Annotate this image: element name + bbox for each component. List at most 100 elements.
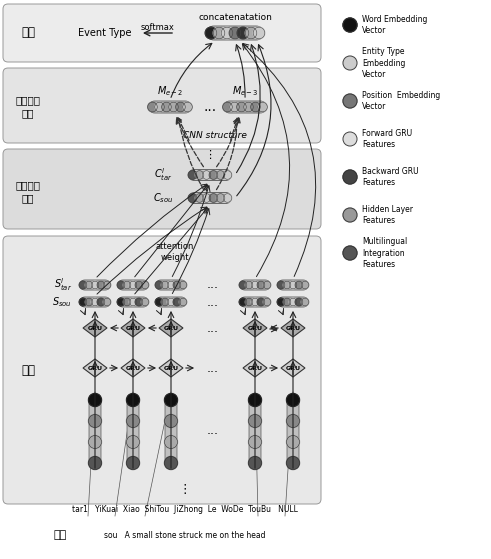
FancyBboxPatch shape xyxy=(156,280,186,290)
Circle shape xyxy=(248,415,262,428)
Text: 预测: 预测 xyxy=(21,363,35,377)
FancyBboxPatch shape xyxy=(287,394,299,469)
Text: 输入: 输入 xyxy=(54,530,67,540)
FancyBboxPatch shape xyxy=(80,297,110,307)
Circle shape xyxy=(88,457,102,470)
Circle shape xyxy=(283,281,291,289)
Circle shape xyxy=(164,457,178,470)
FancyBboxPatch shape xyxy=(118,280,148,290)
Circle shape xyxy=(164,415,178,428)
Text: Entity Type
Embedding
Vector: Entity Type Embedding Vector xyxy=(362,48,406,79)
Circle shape xyxy=(239,281,247,289)
FancyBboxPatch shape xyxy=(240,297,270,307)
FancyBboxPatch shape xyxy=(80,280,110,290)
Text: concatenatation: concatenatation xyxy=(198,13,272,22)
Circle shape xyxy=(173,298,181,306)
Circle shape xyxy=(127,457,139,470)
Circle shape xyxy=(343,208,357,222)
Text: ...: ... xyxy=(207,424,219,437)
Circle shape xyxy=(343,94,357,108)
Circle shape xyxy=(287,457,300,470)
Text: Event Type: Event Type xyxy=(78,28,132,38)
Text: GRU: GRU xyxy=(247,325,263,330)
Circle shape xyxy=(202,194,211,202)
Circle shape xyxy=(127,435,139,448)
Text: 上下文注
意力: 上下文注 意力 xyxy=(16,181,40,203)
Circle shape xyxy=(283,298,291,306)
Text: ...: ... xyxy=(207,278,219,291)
Circle shape xyxy=(135,298,143,306)
Text: 多语言注
意力: 多语言注 意力 xyxy=(16,96,40,119)
Circle shape xyxy=(295,281,303,289)
Circle shape xyxy=(135,281,143,289)
Circle shape xyxy=(97,298,105,306)
Text: GRU: GRU xyxy=(125,325,140,330)
Circle shape xyxy=(173,281,181,289)
Circle shape xyxy=(161,281,169,289)
Text: sou   A small stone struck me on the head: sou A small stone struck me on the head xyxy=(104,530,266,539)
FancyBboxPatch shape xyxy=(89,394,101,469)
Text: CNN structure: CNN structure xyxy=(183,130,247,140)
Polygon shape xyxy=(243,359,267,377)
Circle shape xyxy=(221,27,233,39)
Circle shape xyxy=(301,281,309,289)
Circle shape xyxy=(117,281,125,289)
Text: GRU: GRU xyxy=(87,325,103,330)
Circle shape xyxy=(244,102,253,112)
Circle shape xyxy=(263,281,271,289)
Circle shape xyxy=(127,394,139,406)
Circle shape xyxy=(216,170,225,179)
Circle shape xyxy=(103,298,111,306)
Circle shape xyxy=(251,298,259,306)
FancyBboxPatch shape xyxy=(249,394,261,469)
Circle shape xyxy=(277,281,285,289)
Circle shape xyxy=(164,435,178,448)
Text: Word Embedding
Vector: Word Embedding Vector xyxy=(362,15,427,35)
Polygon shape xyxy=(281,359,305,377)
Text: GRU: GRU xyxy=(285,366,300,371)
Circle shape xyxy=(245,281,253,289)
Polygon shape xyxy=(121,359,145,377)
Text: GRU: GRU xyxy=(247,366,263,371)
Text: $C_{sou}$: $C_{sou}$ xyxy=(153,191,173,205)
Circle shape xyxy=(287,415,300,428)
FancyBboxPatch shape xyxy=(3,4,321,62)
Circle shape xyxy=(230,102,239,112)
Circle shape xyxy=(248,457,262,470)
Circle shape xyxy=(195,170,204,179)
Circle shape xyxy=(202,170,211,179)
Circle shape xyxy=(85,298,93,306)
Circle shape xyxy=(343,18,357,32)
Circle shape xyxy=(167,281,175,289)
Text: $S_{sou}$: $S_{sou}$ xyxy=(52,295,72,309)
Circle shape xyxy=(248,394,262,406)
Text: 预测: 预测 xyxy=(21,26,35,40)
Circle shape xyxy=(223,170,232,179)
Circle shape xyxy=(289,298,297,306)
Circle shape xyxy=(155,298,163,306)
Circle shape xyxy=(188,194,197,202)
Circle shape xyxy=(257,281,265,289)
Circle shape xyxy=(245,298,253,306)
Polygon shape xyxy=(281,319,305,337)
Circle shape xyxy=(161,298,169,306)
Circle shape xyxy=(117,298,125,306)
Text: ...: ... xyxy=(207,296,219,309)
FancyBboxPatch shape xyxy=(3,68,321,143)
Circle shape xyxy=(162,102,171,112)
Circle shape xyxy=(129,298,137,306)
Circle shape xyxy=(209,194,218,202)
Circle shape xyxy=(195,194,204,202)
Circle shape xyxy=(88,415,102,428)
Circle shape xyxy=(343,132,357,146)
FancyBboxPatch shape xyxy=(278,280,308,290)
Circle shape xyxy=(88,435,102,448)
Text: $C_{tar}^{l}$: $C_{tar}^{l}$ xyxy=(154,167,172,183)
Circle shape xyxy=(213,27,225,39)
Polygon shape xyxy=(83,359,107,377)
Circle shape xyxy=(343,56,357,70)
Circle shape xyxy=(183,102,192,112)
FancyBboxPatch shape xyxy=(189,192,231,203)
FancyBboxPatch shape xyxy=(278,297,308,307)
Circle shape xyxy=(287,435,300,448)
